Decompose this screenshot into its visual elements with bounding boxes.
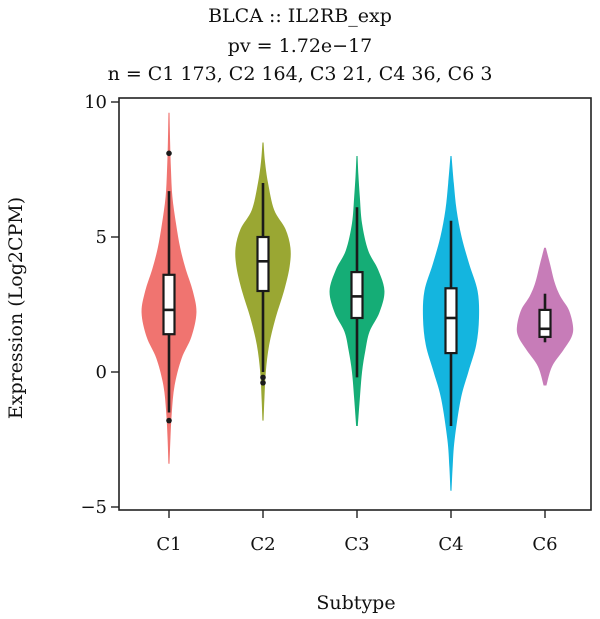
violin-c3 bbox=[329, 156, 385, 426]
y-tick-label: 10 bbox=[84, 92, 107, 113]
outlier-point bbox=[260, 374, 266, 381]
y-tick-label: 5 bbox=[96, 227, 107, 248]
violin-c1 bbox=[141, 112, 197, 464]
x-axis: C1 C2 C3 C4 C6 bbox=[156, 510, 558, 555]
box-iqr bbox=[350, 271, 364, 320]
x-tick-label: C1 bbox=[156, 534, 181, 555]
y-axis-label: Expression (Log2CPM) bbox=[5, 197, 27, 419]
plot-frame bbox=[118, 97, 592, 511]
chart-title: BLCA :: IL2RB_exp bbox=[208, 5, 392, 27]
violin-c6 bbox=[516, 247, 574, 386]
y-tick-label: 0 bbox=[96, 362, 107, 383]
x-tick-label: C6 bbox=[532, 534, 557, 555]
x-axis-label: Subtype bbox=[316, 592, 395, 614]
x-tick-label: C4 bbox=[438, 534, 463, 555]
violin-c2 bbox=[235, 142, 291, 421]
y-tick-label: −5 bbox=[80, 497, 107, 518]
outlier-point bbox=[166, 417, 172, 424]
box-iqr bbox=[444, 287, 458, 355]
outlier-point bbox=[260, 380, 266, 386]
chart-sample-sizes: n = C1 173, C2 164, C3 21, C4 36, C6 3 bbox=[107, 63, 493, 85]
violin-c4 bbox=[422, 156, 480, 491]
x-tick-label: C2 bbox=[250, 534, 275, 555]
box-iqr bbox=[256, 235, 270, 293]
x-tick-label: C3 bbox=[344, 534, 369, 555]
box-iqr bbox=[162, 273, 176, 336]
violins-layer bbox=[141, 112, 574, 491]
y-axis: −5 0 5 10 bbox=[80, 92, 119, 518]
chart-pvalue: pv = 1.72e−17 bbox=[227, 35, 373, 57]
box-iqr bbox=[538, 308, 552, 338]
outlier-point bbox=[166, 150, 172, 157]
